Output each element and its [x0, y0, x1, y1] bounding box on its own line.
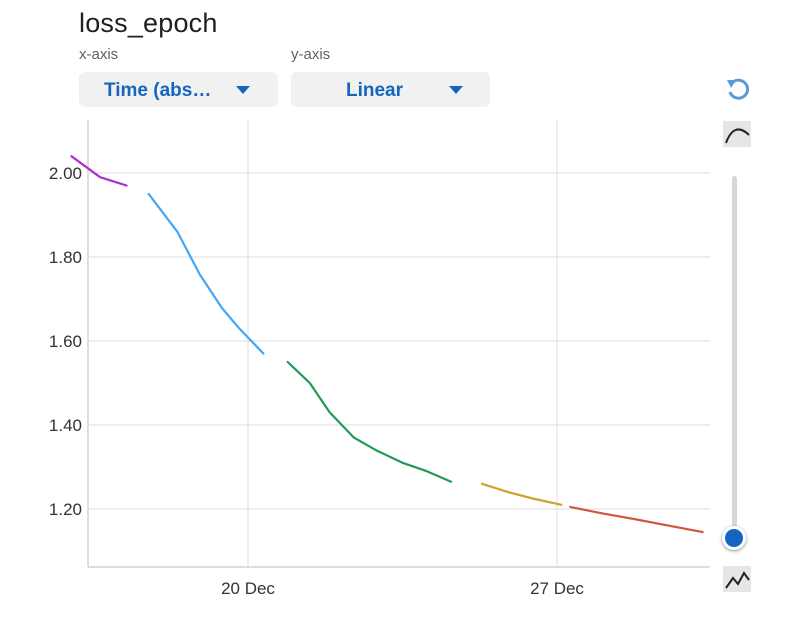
y-tick-label: 2.00: [49, 164, 82, 183]
xaxis-select-value: Time (abs…: [104, 80, 212, 101]
smoothing-curve-icon: [725, 128, 750, 144]
smoothing-curve-button[interactable]: [723, 121, 751, 147]
yaxis-label: y-axis: [291, 46, 331, 63]
chevron-down-icon: [236, 86, 250, 94]
chart-series: [70, 155, 704, 534]
series-line-2: [147, 192, 265, 355]
reset-zoom-button[interactable]: [724, 75, 752, 103]
chevron-down-icon: [449, 86, 463, 94]
series-line-4: [480, 482, 563, 506]
raw-line-icon: [725, 571, 750, 589]
y-tick-label: 1.40: [49, 416, 82, 435]
reset-zoom-icon: [727, 78, 750, 100]
y-tick-label: 1.20: [49, 500, 82, 519]
smoothing-slider-track[interactable]: [732, 176, 737, 538]
chart-ticks: 1.20 1.40 1.60 1.80 2.00 20 Dec 27 Dec: [49, 164, 585, 598]
yaxis-select-value: Linear: [346, 80, 404, 101]
series-line-3: [286, 360, 453, 483]
series-line-1: [70, 155, 128, 187]
chart-title: loss_epoch: [79, 8, 218, 38]
chart-grid: [87, 120, 710, 568]
y-tick-label: 1.60: [49, 332, 82, 351]
xaxis-select[interactable]: Time (abs…: [79, 72, 278, 107]
smoothing-slider-knob[interactable]: [722, 526, 746, 550]
series-line-5: [569, 505, 704, 534]
x-tick-label: 20 Dec: [221, 579, 275, 598]
x-tick-label: 27 Dec: [530, 579, 584, 598]
yaxis-select[interactable]: Linear: [291, 72, 490, 107]
xaxis-label: x-axis: [79, 46, 119, 63]
y-tick-label: 1.80: [49, 248, 82, 267]
raw-line-button[interactable]: [723, 566, 751, 592]
